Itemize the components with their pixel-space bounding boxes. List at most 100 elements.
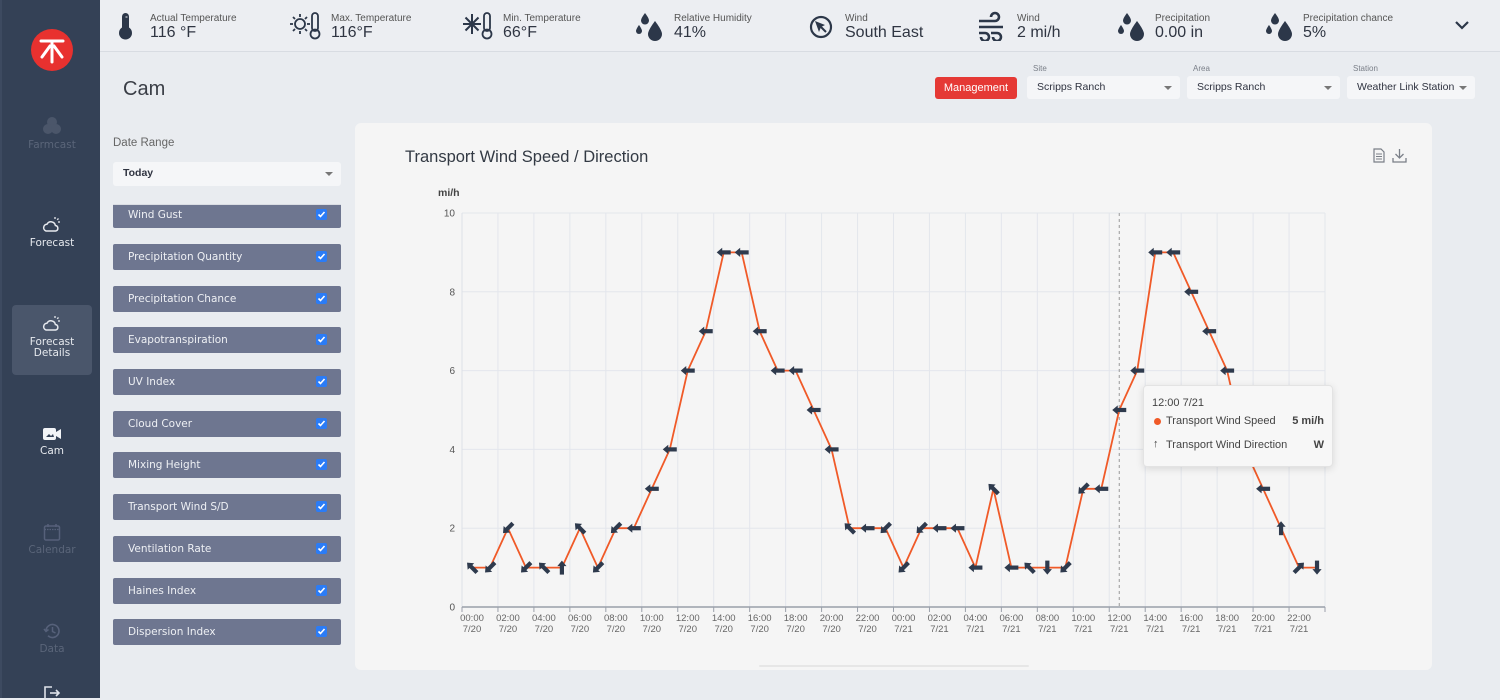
checkbox-checked[interactable] bbox=[316, 293, 327, 304]
weather-item-label: Max. Temperature bbox=[331, 13, 412, 24]
wind-arrow-icon[interactable] bbox=[1312, 560, 1322, 575]
metric-filter-list[interactable]: Wind Gust Precipitation Quantity Precipi… bbox=[113, 205, 341, 650]
wind-arrow-icon[interactable] bbox=[1256, 484, 1271, 494]
wind-arrow-icon[interactable] bbox=[1112, 405, 1127, 415]
wind-arrow-icon[interactable] bbox=[950, 523, 965, 533]
checkbox-checked[interactable] bbox=[316, 585, 327, 596]
wind-arrow-icon[interactable] bbox=[1184, 287, 1199, 297]
wind-arrow-icon[interactable] bbox=[1075, 481, 1091, 497]
wind-arrow-icon[interactable] bbox=[841, 520, 857, 536]
wind-arrow-icon[interactable] bbox=[1202, 326, 1217, 336]
site-select[interactable]: Scripps Ranch bbox=[1027, 76, 1180, 99]
station-select[interactable]: Weather Link Station bbox=[1347, 76, 1475, 99]
checkbox-checked[interactable] bbox=[316, 376, 327, 387]
app-logo[interactable] bbox=[31, 29, 73, 71]
wind-arrow-icon[interactable] bbox=[1021, 559, 1037, 575]
filter-item-mixing-height[interactable]: Mixing Height bbox=[113, 452, 341, 478]
wind-arrow-icon[interactable] bbox=[680, 366, 695, 376]
filter-item-precipitation-chance[interactable]: Precipitation Chance bbox=[113, 286, 341, 312]
wind-arrow-icon[interactable] bbox=[1042, 560, 1052, 575]
management-button[interactable]: Management bbox=[935, 77, 1017, 99]
wind-arrow-icon[interactable] bbox=[788, 366, 803, 376]
wind-arrow-icon[interactable] bbox=[1291, 559, 1307, 575]
wind-arrow-icon[interactable] bbox=[626, 523, 641, 533]
filter-item-dispersion-index[interactable]: Dispersion Index bbox=[113, 619, 341, 645]
wind-arrow-icon[interactable] bbox=[1148, 247, 1163, 257]
filter-item-label: Dispersion Index bbox=[128, 626, 216, 638]
y-axis-label: mi/h bbox=[438, 187, 460, 199]
x-tick-label: 04:00 bbox=[964, 613, 988, 624]
checkbox-checked[interactable] bbox=[316, 501, 327, 512]
checkbox-checked[interactable] bbox=[316, 626, 327, 637]
filter-item-haines-index[interactable]: Haines Index bbox=[113, 578, 341, 604]
wind-arrow-icon[interactable] bbox=[770, 366, 785, 376]
tooltip-label: Transport Wind Direction bbox=[1166, 439, 1288, 451]
x-tick-label: 7/21 bbox=[1146, 624, 1165, 635]
horizontal-scrollbar[interactable] bbox=[759, 665, 1029, 667]
wind-arrow-icon[interactable] bbox=[716, 247, 731, 257]
wind-arrow-icon[interactable] bbox=[1220, 366, 1235, 376]
sidebar-item-data[interactable]: Data bbox=[12, 622, 92, 655]
wind-arrow-icon[interactable] bbox=[572, 520, 588, 536]
filter-item-ventilation-rate[interactable]: Ventilation Rate bbox=[113, 536, 341, 562]
wind-arrow-icon[interactable] bbox=[752, 326, 767, 336]
wind-arrow-icon[interactable] bbox=[536, 559, 552, 575]
wind-arrow-icon[interactable] bbox=[985, 481, 1001, 497]
checkbox-checked[interactable] bbox=[316, 251, 327, 262]
sidebar-item-forecast[interactable]: Forecast bbox=[12, 216, 92, 249]
area-select[interactable]: Scripps Ranch bbox=[1187, 76, 1340, 99]
wind-arrow-icon[interactable] bbox=[824, 444, 839, 454]
checkbox-checked[interactable] bbox=[316, 418, 327, 429]
download-icon[interactable] bbox=[1392, 148, 1407, 163]
wind-arrow-icon[interactable] bbox=[557, 560, 567, 575]
sidebar-item-calendar[interactable]: Calendar bbox=[12, 523, 92, 556]
filter-item-cloud-cover[interactable]: Cloud Cover bbox=[113, 411, 341, 437]
filter-item-wind-gust[interactable]: Wind Gust bbox=[113, 205, 341, 228]
wind-arrow-icon[interactable] bbox=[518, 559, 534, 575]
sidebar-item-farmcast[interactable]: Farmcast bbox=[12, 116, 92, 151]
x-tick-label: 7/20 bbox=[643, 624, 662, 635]
wind-arrow-icon[interactable] bbox=[590, 559, 606, 575]
wind-arrow-icon[interactable] bbox=[500, 520, 516, 536]
checkbox-checked[interactable] bbox=[316, 459, 327, 470]
wind-arrow-icon[interactable] bbox=[932, 523, 947, 533]
wind-arrow-icon[interactable] bbox=[1166, 247, 1181, 257]
checkbox-checked[interactable] bbox=[316, 334, 327, 345]
filter-item-transport-wind[interactable]: Transport Wind S/D bbox=[113, 494, 341, 520]
wind-arrow-icon[interactable] bbox=[698, 326, 713, 336]
wind-arrow-icon[interactable] bbox=[464, 559, 480, 575]
checkmark-icon bbox=[317, 253, 326, 260]
wind-arrow-icon[interactable] bbox=[860, 523, 875, 533]
wind-arrow-icon[interactable] bbox=[662, 444, 677, 454]
wind-arrow-icon[interactable] bbox=[1004, 563, 1019, 573]
wind-arrow-icon[interactable] bbox=[644, 484, 659, 494]
filter-item-uv-index[interactable]: UV Index bbox=[113, 369, 341, 395]
wind-arrow-icon[interactable] bbox=[806, 405, 821, 415]
wind-arrow-icon[interactable] bbox=[968, 563, 983, 573]
checkbox-checked[interactable] bbox=[316, 209, 327, 220]
wind-arrow-icon[interactable] bbox=[608, 520, 624, 536]
wind-arrow-icon[interactable] bbox=[1094, 484, 1109, 494]
wind-arrow-icon[interactable] bbox=[1276, 521, 1286, 536]
sidebar-item-forecast-details[interactable]: Forecast Details bbox=[12, 305, 92, 375]
wind-arrow-icon[interactable] bbox=[877, 520, 893, 536]
x-tick-label: 7/20 bbox=[535, 624, 554, 635]
wind-arrow-icon[interactable] bbox=[734, 247, 749, 257]
date-range-select[interactable]: Today bbox=[113, 162, 341, 186]
wind-chart[interactable]: 0246810mi/h00:007/2002:007/2004:007/2006… bbox=[355, 123, 1432, 670]
sidebar-item-cam[interactable]: Cam bbox=[12, 426, 92, 457]
precipitation-icon bbox=[1118, 13, 1144, 41]
x-tick-label: 00:00 bbox=[892, 613, 916, 624]
wind-arrow-icon[interactable] bbox=[913, 520, 929, 536]
chevron-down-icon[interactable] bbox=[1453, 18, 1471, 32]
filter-item-evapotranspiration[interactable]: Evapotranspiration bbox=[113, 327, 341, 353]
wind-arrow-icon[interactable] bbox=[1130, 366, 1145, 376]
wind-arrow-icon[interactable] bbox=[895, 559, 911, 575]
checkmark-icon bbox=[317, 211, 326, 218]
wind-arrow-icon[interactable] bbox=[1057, 559, 1073, 575]
wind-arrow-icon[interactable] bbox=[482, 559, 498, 575]
checkmark-icon bbox=[317, 420, 326, 427]
document-icon[interactable] bbox=[1373, 148, 1385, 163]
checkbox-checked[interactable] bbox=[316, 543, 327, 554]
filter-item-precipitation-quantity[interactable]: Precipitation Quantity bbox=[113, 244, 341, 270]
